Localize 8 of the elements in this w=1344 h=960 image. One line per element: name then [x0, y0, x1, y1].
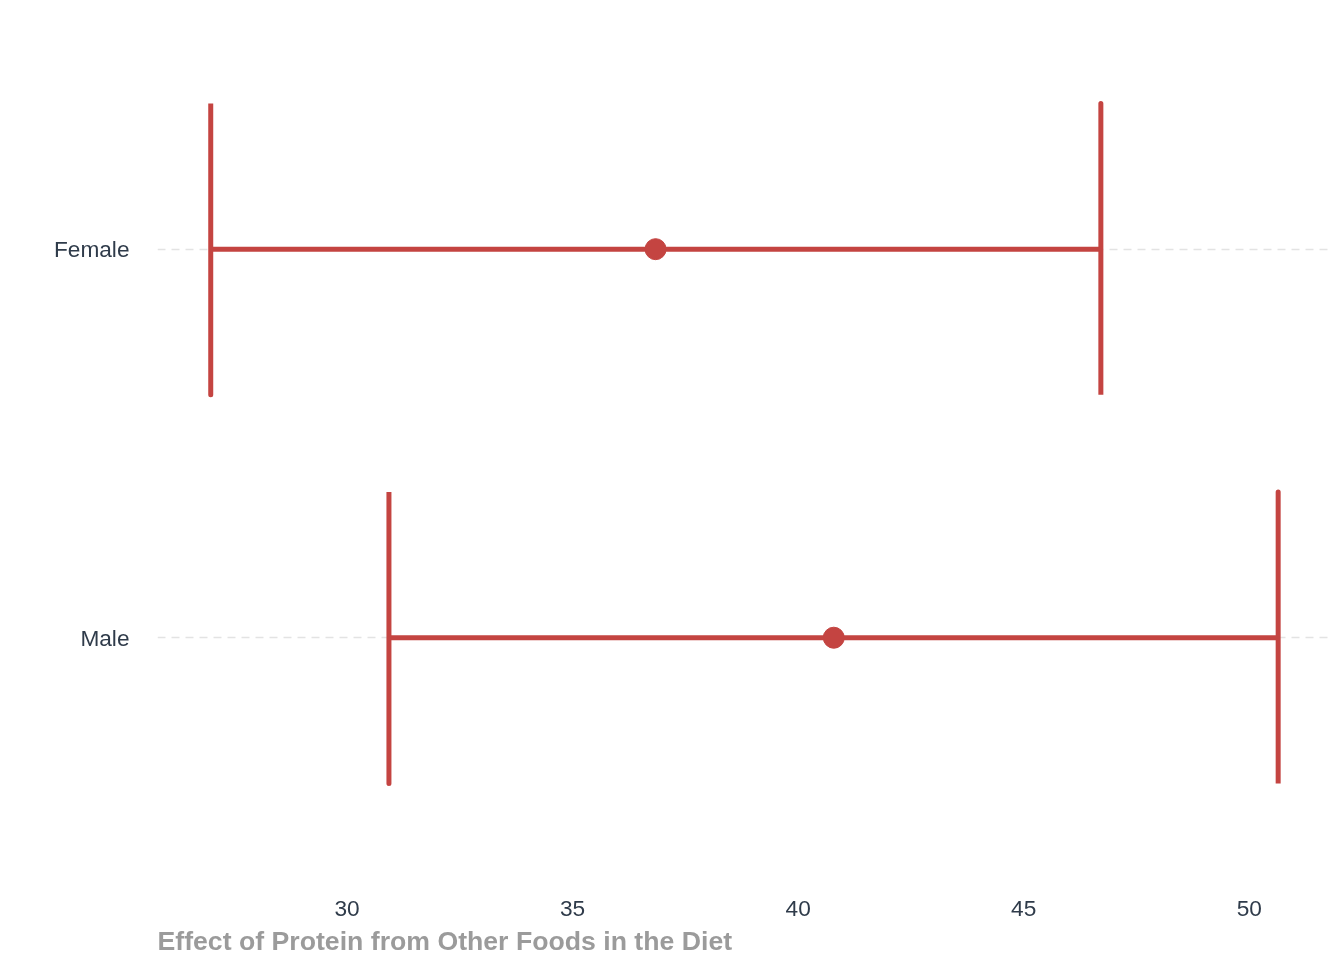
x-tick-label: 40 [785, 894, 811, 921]
x-tick-label: 30 [334, 894, 360, 921]
x-tick-label: 50 [1236, 894, 1262, 921]
y-tick-label: Male [80, 624, 130, 651]
x-tick-label: 35 [559, 894, 586, 921]
y-tick-label: Female [53, 236, 130, 263]
x-tick-label: 45 [1011, 894, 1037, 921]
x-axis-title: Effect of Protein from Other Foods in the Diet [157, 925, 733, 956]
